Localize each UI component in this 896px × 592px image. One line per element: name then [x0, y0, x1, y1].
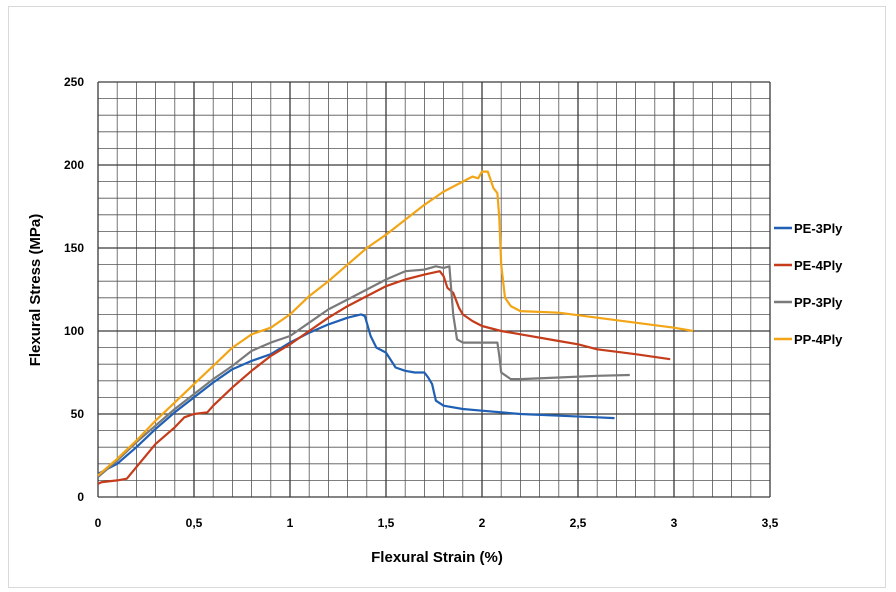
x-tick-label: 2	[479, 516, 486, 530]
x-tick-label: 2,5	[570, 516, 587, 530]
major-gridlines	[97, 81, 771, 498]
legend-label-pp-3ply: PP-3Ply	[794, 295, 843, 310]
x-tick-label: 3	[671, 516, 678, 530]
y-tick-label: 0	[77, 490, 84, 504]
legend-label-pe-3ply: PE-3Ply	[794, 221, 843, 236]
x-tick-label: 1,5	[378, 516, 395, 530]
y-tick-label: 100	[64, 324, 84, 338]
y-tick-label: 200	[64, 158, 84, 172]
series-line-pp-4ply	[97, 170, 694, 477]
x-tick-label: 1	[287, 516, 294, 530]
chart-frame	[8, 6, 886, 588]
legend: PE-3Ply PE-4Ply PP-3Ply PP-4Ply	[774, 221, 843, 347]
legend-label-pe-4ply: PE-4Ply	[794, 258, 843, 273]
x-tick-label: 3,5	[762, 516, 779, 530]
series-layer	[97, 170, 694, 485]
y-tick-label: 50	[71, 407, 85, 421]
x-tick-label: 0,5	[186, 516, 203, 530]
x-tick-label: 0	[95, 516, 102, 530]
y-tick-label: 250	[64, 75, 84, 89]
x-axis-title: Flexural Strain (%)	[371, 549, 503, 566]
x-tick-labels: 0 0,5 1 1,5 2 2,5 3 3,5	[95, 516, 779, 530]
series-line-pe-3ply	[97, 313, 615, 475]
y-axis-title: Flexural Stress (MPa)	[27, 214, 44, 367]
y-tick-labels: 0 50 100 150 200 250	[64, 75, 84, 504]
legend-label-pp-4ply: PP-4Ply	[794, 332, 843, 347]
series-line-pp-3ply	[97, 265, 630, 478]
series-line-pe-4ply	[97, 270, 671, 485]
y-tick-label: 150	[64, 241, 84, 255]
minor-gridlines	[98, 82, 770, 497]
